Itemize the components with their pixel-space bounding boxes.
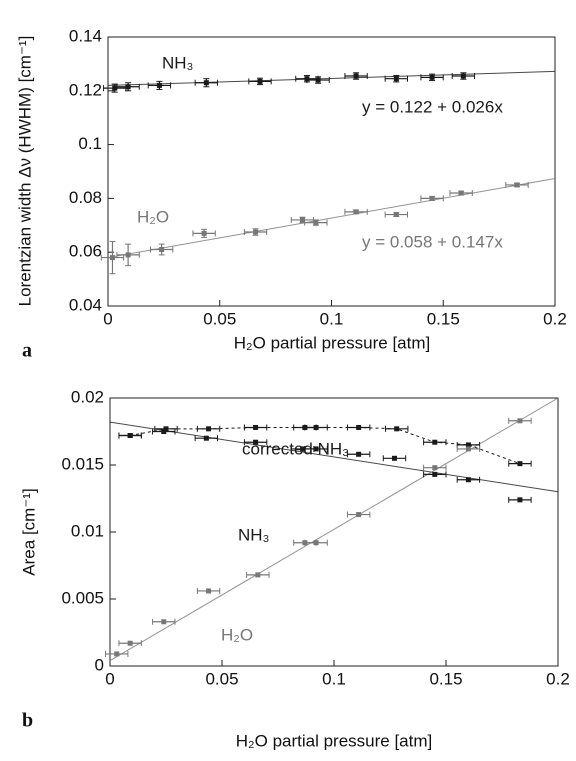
point bbox=[432, 439, 438, 445]
point bbox=[391, 455, 397, 461]
point bbox=[315, 77, 321, 83]
point bbox=[514, 182, 520, 188]
point bbox=[353, 73, 359, 79]
point bbox=[300, 446, 306, 452]
point bbox=[313, 540, 319, 546]
point bbox=[201, 230, 207, 236]
x-tick-label: 0 bbox=[105, 669, 114, 688]
y-tick-label: 0.015 bbox=[61, 454, 104, 473]
fit-line bbox=[109, 421, 559, 493]
x-tick-label: 0.15 bbox=[427, 309, 460, 328]
point bbox=[429, 74, 435, 80]
point bbox=[313, 424, 319, 430]
fit-label: y = 0.058 + 0.147x bbox=[362, 232, 503, 251]
point bbox=[112, 85, 118, 91]
point bbox=[517, 461, 523, 467]
point bbox=[161, 429, 167, 434]
point bbox=[517, 418, 523, 424]
point bbox=[460, 73, 466, 79]
x-tick-label: 0 bbox=[103, 309, 112, 328]
point bbox=[125, 84, 131, 90]
point bbox=[432, 471, 438, 477]
point bbox=[253, 229, 259, 235]
series-label: H₂O bbox=[137, 207, 169, 226]
x-tick-label: 0.1 bbox=[320, 309, 344, 328]
plot-frame bbox=[109, 397, 559, 667]
y-tick-label: 0.04 bbox=[69, 295, 102, 314]
point bbox=[313, 446, 319, 452]
y-tick-label: 0 bbox=[95, 655, 104, 674]
y-axis-label: Area [cm⁻¹] bbox=[19, 488, 38, 575]
point bbox=[465, 442, 471, 448]
y-tick-label: 0.02 bbox=[71, 387, 104, 406]
x-tick-label: 0.1 bbox=[322, 669, 346, 688]
point bbox=[253, 424, 259, 430]
fit-label: y = 0.122 + 0.026x bbox=[362, 97, 503, 116]
point bbox=[203, 435, 209, 441]
point bbox=[161, 619, 167, 625]
point bbox=[429, 195, 435, 201]
point bbox=[114, 651, 120, 657]
point bbox=[517, 497, 523, 503]
point bbox=[203, 80, 209, 86]
series-label: H₂O bbox=[221, 625, 253, 644]
point bbox=[432, 465, 438, 471]
point bbox=[465, 477, 471, 483]
point bbox=[253, 439, 259, 445]
point bbox=[109, 255, 115, 261]
y-tick-label: 0.08 bbox=[69, 188, 102, 207]
point bbox=[163, 426, 169, 432]
point bbox=[393, 212, 399, 218]
panel-label: a bbox=[22, 340, 32, 362]
point bbox=[394, 426, 400, 432]
y-axis-label: Lorentzian width Δν (HWHM) [cm⁻¹] bbox=[15, 36, 34, 307]
y-tick-label: 0.12 bbox=[69, 80, 102, 99]
y-tick-label: 0.1 bbox=[78, 134, 102, 153]
y-tick-label: 0.005 bbox=[61, 588, 104, 607]
point bbox=[206, 426, 212, 432]
fit-line bbox=[107, 70, 556, 86]
x-axis-label: H₂O partial pressure [atm] bbox=[236, 731, 433, 750]
x-tick-label: 0.15 bbox=[429, 669, 462, 688]
point bbox=[156, 82, 162, 88]
point bbox=[393, 76, 399, 82]
point bbox=[255, 572, 261, 578]
point bbox=[356, 512, 362, 518]
x-tick-label: 0.05 bbox=[203, 309, 236, 328]
point bbox=[465, 446, 471, 452]
series-label: NH₃ bbox=[238, 525, 269, 544]
point bbox=[127, 640, 133, 646]
point bbox=[458, 190, 464, 196]
point bbox=[313, 220, 319, 226]
x-tick-label: 0.2 bbox=[543, 309, 567, 328]
point bbox=[125, 252, 131, 258]
y-tick-label: 0.06 bbox=[69, 242, 102, 261]
plot-frame bbox=[107, 36, 556, 307]
y-tick-label: 0.01 bbox=[71, 521, 104, 540]
x-axis-label: H₂O partial pressure [atm] bbox=[234, 333, 431, 352]
point bbox=[206, 588, 212, 594]
point bbox=[356, 424, 362, 430]
panel-label: b bbox=[22, 710, 33, 732]
fit-line bbox=[109, 397, 559, 662]
y-tick-label: 0.14 bbox=[69, 26, 102, 45]
point bbox=[127, 433, 133, 439]
x-tick-label: 0.2 bbox=[546, 669, 570, 688]
fit-line bbox=[107, 178, 556, 259]
point bbox=[353, 209, 359, 215]
series-label: NH₃ bbox=[162, 53, 193, 72]
point bbox=[299, 217, 305, 223]
point bbox=[356, 451, 362, 457]
point bbox=[159, 247, 165, 253]
point bbox=[257, 78, 263, 84]
x-tick-label: 0.05 bbox=[205, 669, 238, 688]
